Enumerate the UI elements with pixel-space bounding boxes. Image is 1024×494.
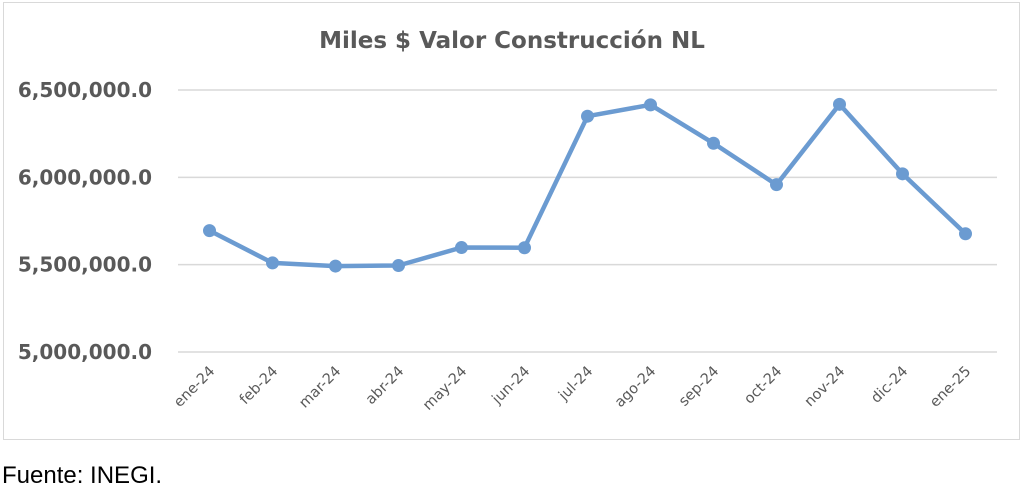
x-tick-label: jun-24 bbox=[489, 364, 534, 409]
y-tick-label: 5,000,000.0 bbox=[18, 340, 152, 364]
x-tick-label: mar-24 bbox=[296, 364, 344, 412]
data-point bbox=[707, 136, 720, 150]
x-tick-label: feb-24 bbox=[237, 364, 281, 408]
line-chart: Miles $ Valor Construcción NL 5,000,000.… bbox=[18, 28, 997, 414]
data-point bbox=[770, 178, 783, 192]
source-note: Fuente: INEGI. bbox=[2, 462, 163, 489]
x-tick-label: sep-24 bbox=[676, 364, 722, 410]
x-tick-label: dic-24 bbox=[868, 364, 911, 407]
data-point bbox=[266, 256, 279, 270]
x-tick-label: abr-24 bbox=[363, 364, 407, 408]
x-tick-label: ene-25 bbox=[927, 364, 974, 411]
x-tick-label: ene-24 bbox=[171, 364, 218, 411]
y-tick-label: 6,000,000.0 bbox=[18, 165, 152, 189]
y-tick-label: 5,500,000.0 bbox=[18, 253, 152, 277]
data-point bbox=[455, 241, 468, 255]
data-point bbox=[959, 227, 972, 241]
data-point bbox=[896, 167, 909, 181]
data-point bbox=[329, 259, 342, 273]
data-point bbox=[581, 109, 594, 123]
data-point bbox=[518, 241, 531, 255]
y-tick-label: 6,500,000.0 bbox=[18, 78, 152, 102]
chart-title: Miles $ Valor Construcción NL bbox=[319, 28, 705, 54]
x-tick-label: jul-24 bbox=[555, 364, 596, 405]
x-tick-label: may-24 bbox=[420, 364, 470, 414]
data-point bbox=[392, 259, 405, 273]
chart-frame bbox=[3, 2, 1020, 440]
series-line bbox=[207, 102, 968, 269]
x-tick-label: oct-24 bbox=[741, 364, 785, 408]
data-point bbox=[203, 224, 216, 238]
x-tick-label: ago-24 bbox=[612, 364, 659, 411]
x-tick-label: nov-24 bbox=[802, 364, 849, 411]
data-point bbox=[833, 97, 846, 111]
data-point bbox=[644, 98, 657, 112]
